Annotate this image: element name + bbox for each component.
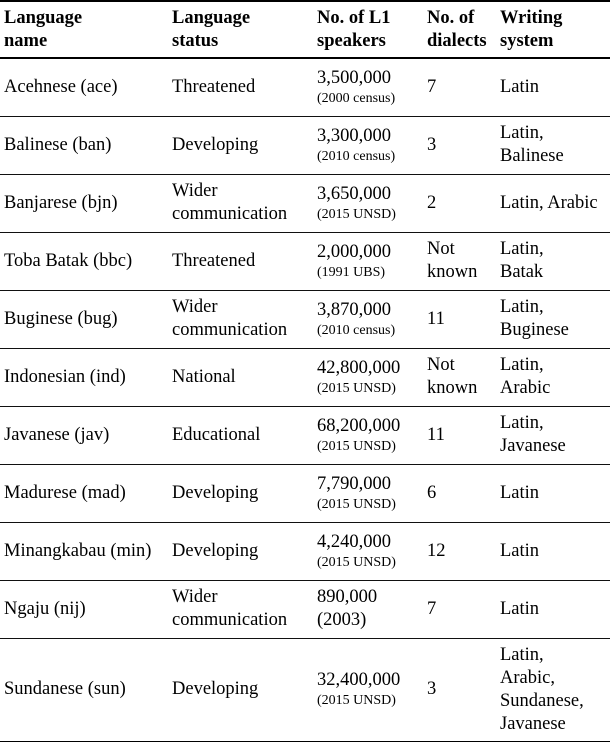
- cell-language-name: Madurese (mad): [4, 482, 126, 503]
- cell-language-name: Minangkabau (min): [4, 540, 152, 561]
- table-row: Sundanese (sun) Developing 32,400,000 (2015…: [0, 638, 610, 741]
- cell-writing-system: Latin, Javanese: [500, 413, 566, 456]
- cell-language-status: Wider communication: [172, 181, 288, 224]
- header-row: Language name Language status No. of L1 …: [0, 1, 610, 59]
- cell-dialects: 6: [427, 482, 437, 503]
- cell-dialects: 3: [427, 134, 437, 155]
- cell-dialects: 11: [427, 308, 445, 329]
- speaker-source: (2015 UNSD): [317, 554, 396, 570]
- speaker-count: 3,300,000: [317, 125, 391, 146]
- cell-writing-system: Latin, Arabic, Sundanese, Javanese: [500, 644, 584, 734]
- header-writing-system: Writing system: [500, 1, 610, 59]
- speaker-source: (2010 census): [317, 322, 396, 338]
- cell-speakers: 68,200,000 (2015 UNSD): [317, 406, 427, 464]
- cell-speakers: 2,000,000 (1991 UBS): [317, 232, 427, 290]
- cell-writing-system: Latin: [500, 598, 540, 619]
- cell-language-name: Indonesian (ind): [4, 366, 126, 387]
- cell-language-status: Educational: [172, 424, 261, 445]
- header-language-name: Language name: [0, 1, 172, 59]
- cell-dialects: 3: [427, 679, 437, 699]
- cell-speakers: 4,240,000 (2015 UNSD): [317, 522, 427, 580]
- cell-speakers: 42,800,000 (2015 UNSD): [317, 348, 427, 406]
- cell-dialects: 2: [427, 192, 437, 213]
- cell-language-status: National: [172, 366, 236, 387]
- speaker-count: 890,000 (2003): [317, 587, 378, 630]
- table-row: Buginese (bug) Wider communication 3,870,0…: [0, 290, 610, 348]
- speaker-count: 4,240,000: [317, 531, 391, 552]
- cell-speakers: 3,300,000 (2010 census): [317, 116, 427, 174]
- cell-language-status: Developing: [172, 679, 259, 699]
- speaker-count: 3,500,000: [317, 67, 391, 88]
- cell-writing-system: Latin: [500, 76, 540, 97]
- table-row: Toba Batak (bbc) Threatened 2,000,000 (1991…: [0, 232, 610, 290]
- speaker-count: 7,790,000: [317, 473, 391, 494]
- cell-language-status: Wider communication: [172, 297, 288, 340]
- speaker-count: 32,400,000: [317, 670, 401, 690]
- speaker-source: (2015 UNSD): [317, 496, 396, 512]
- cell-speakers: 3,500,000 (2000 census): [317, 58, 427, 116]
- table-row: Balinese (ban) Developing 3,300,000 (2010 c…: [0, 116, 610, 174]
- cell-writing-system: Latin: [500, 482, 540, 503]
- cell-language-name: Ngaju (nij): [4, 598, 86, 619]
- speaker-count: 3,650,000: [317, 183, 391, 204]
- speaker-source: (2015 UNSD): [317, 693, 396, 708]
- speaker-source: (2015 UNSD): [317, 380, 396, 396]
- cell-dialects: 12: [427, 540, 446, 561]
- speaker-count: 68,200,000: [317, 415, 401, 436]
- header-dialects: No. of dialects: [427, 1, 500, 59]
- cell-dialects: 7: [427, 76, 437, 97]
- cell-dialects: Not known: [427, 355, 478, 398]
- table-body: Acehnese (ace) Threatened 3,500,000 (2000 c…: [0, 58, 610, 741]
- table-row: Acehnese (ace) Threatened 3,500,000 (2000 c…: [0, 58, 610, 116]
- cell-dialects: 11: [427, 424, 445, 445]
- cell-writing-system: Latin, Arabic: [500, 192, 598, 213]
- table-row: Ngaju (nij) Wider communication 890,000 (2…: [0, 580, 610, 638]
- table-row: Javanese (jav) Educational 68,200,000 (2015…: [0, 406, 610, 464]
- cell-writing-system: Latin, Batak: [500, 239, 544, 282]
- cell-language-name: Balinese (ban): [4, 134, 112, 155]
- cell-language-status: Developing: [172, 134, 259, 155]
- speaker-source: (1991 UBS): [317, 264, 386, 280]
- speaker-count: 42,800,000: [317, 357, 401, 378]
- cell-language-name: Acehnese (ace): [4, 76, 118, 97]
- cell-dialects: Not known: [427, 239, 478, 282]
- header-language-status: Language status: [172, 1, 317, 59]
- cell-language-status: Threatened: [172, 76, 256, 97]
- cell-writing-system: Latin: [500, 540, 540, 561]
- cell-language-name: Toba Batak (bbc): [4, 250, 133, 271]
- table-header: Language name Language status No. of L1 …: [0, 1, 610, 59]
- cell-language-name: Sundanese (sun): [4, 679, 126, 699]
- cell-language-status: Developing: [172, 540, 259, 561]
- header-l1-speakers: No. of L1 speakers: [317, 1, 427, 59]
- cell-writing-system: Latin, Buginese: [500, 297, 569, 340]
- cell-language-name: Buginese (bug): [4, 308, 118, 329]
- table-row: Indonesian (ind) National 42,800,000 (2015 …: [0, 348, 610, 406]
- speaker-source: (2000 census): [317, 90, 396, 106]
- speaker-count: 3,870,000: [317, 299, 391, 320]
- table-row: Madurese (mad) Developing 7,790,000 (2015 U…: [0, 464, 610, 522]
- speaker-source: (2010 census): [317, 148, 396, 164]
- cell-language-name: Javanese (jav): [4, 424, 110, 445]
- table-row: Minangkabau (min) Developing 4,240,000 (201…: [0, 522, 610, 580]
- cell-language-name: Banjarese (bjn): [4, 192, 118, 213]
- cell-writing-system: Latin, Balinese: [500, 123, 564, 166]
- cell-writing-system: Latin, Arabic: [500, 355, 551, 398]
- cell-language-status: Developing: [172, 482, 259, 503]
- table-row: Banjarese (bjn) Wider communication 3,650,…: [0, 174, 610, 232]
- cell-dialects: 7: [427, 598, 437, 619]
- cell-language-status: Wider communication: [172, 587, 288, 630]
- cell-speakers: 32,400,000 (2015 UNSD): [317, 638, 427, 741]
- cell-speakers: 7,790,000 (2015 UNSD): [317, 464, 427, 522]
- speaker-source: (2015 UNSD): [317, 438, 396, 454]
- cell-speakers: 890,000 (2003): [317, 580, 427, 638]
- cell-language-status: Threatened: [172, 250, 256, 271]
- cell-speakers: 3,650,000 (2015 UNSD): [317, 174, 427, 232]
- speaker-source: (2015 UNSD): [317, 206, 396, 222]
- speaker-count: 2,000,000: [317, 241, 391, 262]
- cell-speakers: 3,870,000 (2010 census): [317, 290, 427, 348]
